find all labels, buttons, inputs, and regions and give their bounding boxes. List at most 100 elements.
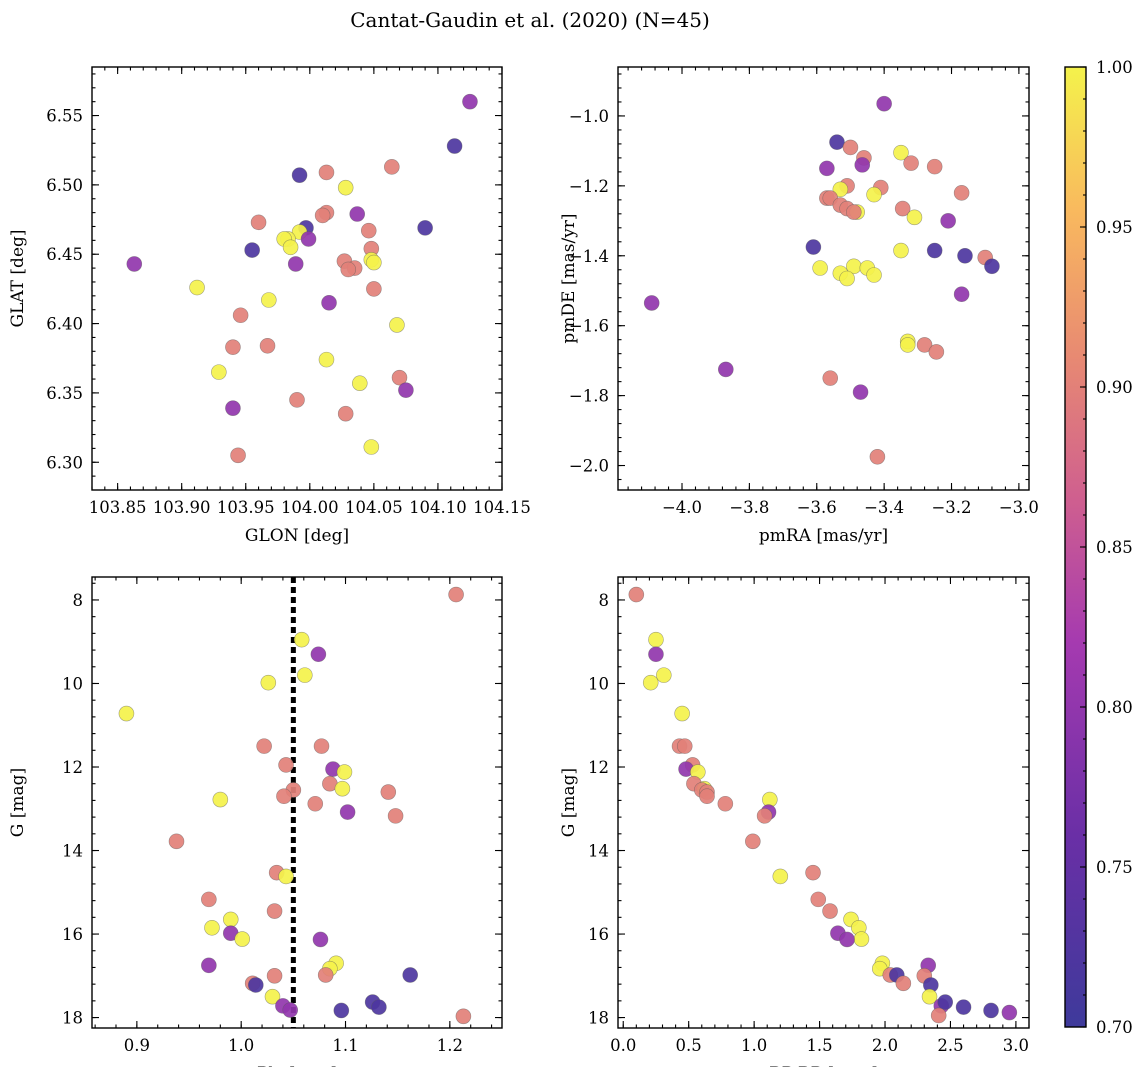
y-tick-label: −1.8 <box>569 387 609 406</box>
data-point <box>380 784 397 800</box>
data-point <box>417 220 433 236</box>
data-point <box>893 242 909 259</box>
plot-area <box>618 577 1029 1028</box>
colorbar-tick-label: 0.70 <box>1096 1018 1133 1037</box>
data-point <box>300 231 317 247</box>
data-point <box>318 164 335 181</box>
x-tick-label: 103.85 <box>89 498 147 517</box>
data-point <box>699 788 715 805</box>
x-tick-label: 2.5 <box>937 1036 963 1055</box>
data-point <box>261 292 277 308</box>
data-point <box>812 260 828 276</box>
colorbar: 0.70 0.75 0.80 0.85 0.90 0.95 1.00 <box>1064 58 1133 1037</box>
data-point <box>805 864 821 881</box>
data-point <box>307 795 324 812</box>
data-point <box>287 256 304 272</box>
plot-area <box>92 67 502 490</box>
x-tick-label: 0.5 <box>676 1036 702 1055</box>
data-point <box>189 279 205 296</box>
x-axis-label: GLON [deg] <box>245 526 349 546</box>
data-point <box>389 317 405 333</box>
x-tick-label: −3.0 <box>999 498 1039 517</box>
y-axis-label: G [mag] <box>8 768 28 837</box>
data-point <box>903 155 919 171</box>
y-tick-label: 18 <box>588 1009 609 1028</box>
data-point <box>628 586 645 603</box>
y-tick-label: 10 <box>62 674 83 693</box>
y-tick-label: 8 <box>599 591 610 610</box>
data-point <box>282 1002 299 1018</box>
x-axis-label: pmRA [mas/yr] <box>759 526 888 546</box>
data-point <box>266 903 283 919</box>
data-point <box>906 209 923 226</box>
x-tick-label: −3.2 <box>931 498 971 517</box>
y-axis-label: pmDE [mas/yr] <box>559 213 579 343</box>
y-tick-label: 6.45 <box>46 245 83 264</box>
data-point <box>225 400 241 416</box>
x-tick-label: 0.0 <box>610 1036 636 1055</box>
panel-pmra-pmde: −4.0 −3.8 −3.6 −3.4 −3.2 −3.0 −2.0 −1.8 −1.6 −1.4… <box>559 66 1039 546</box>
y-tick-label: −2.0 <box>569 457 609 476</box>
x-tick-label: 3.0 <box>1003 1036 1029 1055</box>
data-point <box>402 967 418 983</box>
x-tick-label: 1.5 <box>806 1036 832 1055</box>
data-point <box>278 757 294 773</box>
panel-glon-glat: 103.85 103.90 103.95 104.00 104.05 104.10 104.… <box>8 66 531 546</box>
y-tick-label: 16 <box>62 925 83 944</box>
data-point <box>266 968 283 984</box>
colorbar-tick-label: 0.90 <box>1096 378 1133 397</box>
data-point <box>852 384 869 400</box>
data-point <box>291 167 308 183</box>
data-point <box>366 254 382 271</box>
data-point <box>297 667 313 683</box>
data-point <box>846 204 862 220</box>
data-point <box>289 392 305 408</box>
data-point <box>446 138 463 154</box>
x-tick-label: −3.8 <box>729 498 769 517</box>
data-point <box>366 281 382 297</box>
data-point <box>225 339 241 355</box>
data-point <box>926 158 943 175</box>
data-point <box>937 994 954 1010</box>
data-point <box>349 206 366 222</box>
data-point <box>264 988 281 1005</box>
x-tick-label: 103.90 <box>153 498 211 517</box>
figure-title: Cantat-Gaudin et al. (2020) (N=45) <box>350 8 710 32</box>
x-axis-label: Plx [mas] <box>257 1064 337 1067</box>
data-point <box>317 967 334 983</box>
data-point <box>926 242 943 259</box>
y-tick-label: −1.4 <box>569 247 609 266</box>
data-point <box>745 833 761 850</box>
x-tick-label: 104.05 <box>345 498 403 517</box>
data-point <box>276 788 292 805</box>
y-tick-label: 6.55 <box>46 107 83 126</box>
data-point <box>957 247 973 264</box>
plot-area <box>618 67 1029 490</box>
plot-area <box>92 577 502 1028</box>
data-point <box>718 361 734 378</box>
data-point <box>756 808 773 824</box>
colorbar-gradient <box>1065 67 1086 1027</box>
data-point <box>363 439 380 455</box>
data-point <box>336 764 353 780</box>
y-tick-label: −1.6 <box>569 317 609 336</box>
data-point <box>1001 1004 1018 1021</box>
data-point <box>676 738 693 754</box>
data-point <box>866 267 882 283</box>
data-point <box>318 351 335 368</box>
data-point <box>866 186 882 203</box>
data-point <box>211 364 227 380</box>
y-tick-label: 6.30 <box>46 453 83 472</box>
y-tick-label: 18 <box>62 1009 83 1028</box>
data-point <box>895 975 912 992</box>
data-point <box>656 667 672 683</box>
panel-color-g: 0.0 0.5 1.0 1.5 2.0 2.5 3.0 8 10 12 14 16 18 BP-RP [m… <box>559 576 1030 1067</box>
y-tick-label: 6.35 <box>46 384 83 403</box>
y-tick-label: 14 <box>62 842 83 861</box>
data-point <box>260 674 277 691</box>
data-point <box>282 239 299 256</box>
data-point <box>168 833 185 850</box>
x-axis-label: BP-RP [mag] <box>769 1064 878 1067</box>
data-point <box>259 337 276 354</box>
